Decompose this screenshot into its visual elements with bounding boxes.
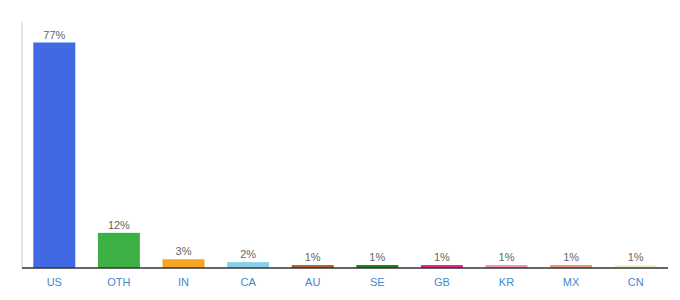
data-label: 1% <box>563 251 579 263</box>
x-tick-label: AU <box>305 276 320 288</box>
bars <box>33 43 656 269</box>
data-label: 77% <box>43 29 65 41</box>
bar <box>33 43 75 269</box>
x-tick-label: OTH <box>107 276 130 288</box>
chart: 77% 12% 3% 2% 1% 1% 1% 1% 1% 1% US OTH IN CA AU SE GB KR M… <box>0 0 680 300</box>
data-label: 1% <box>434 251 450 263</box>
data-label: 3% <box>176 245 192 257</box>
x-tick-label: US <box>47 276 62 288</box>
bar <box>227 262 269 268</box>
data-label: 1% <box>305 251 321 263</box>
data-label: 1% <box>499 251 515 263</box>
data-label: 1% <box>369 251 385 263</box>
y-axis-line <box>22 22 23 268</box>
x-tick-label: CA <box>240 276 256 288</box>
x-tick-label: MX <box>563 276 580 288</box>
data-label: 2% <box>240 248 256 260</box>
x-tick-label: SE <box>370 276 385 288</box>
x-tick-label: KR <box>499 276 514 288</box>
data-label: 12% <box>108 219 130 231</box>
bar <box>163 259 205 268</box>
bar <box>98 233 140 268</box>
x-tick-label: IN <box>178 276 189 288</box>
x-axis-line <box>22 267 668 269</box>
data-label: 1% <box>628 251 644 263</box>
x-tick-label: CN <box>628 276 644 288</box>
chart-container: 77% 12% 3% 2% 1% 1% 1% 1% 1% 1% US OTH IN CA AU SE GB KR M… <box>0 0 680 300</box>
x-tick-label: GB <box>434 276 450 288</box>
